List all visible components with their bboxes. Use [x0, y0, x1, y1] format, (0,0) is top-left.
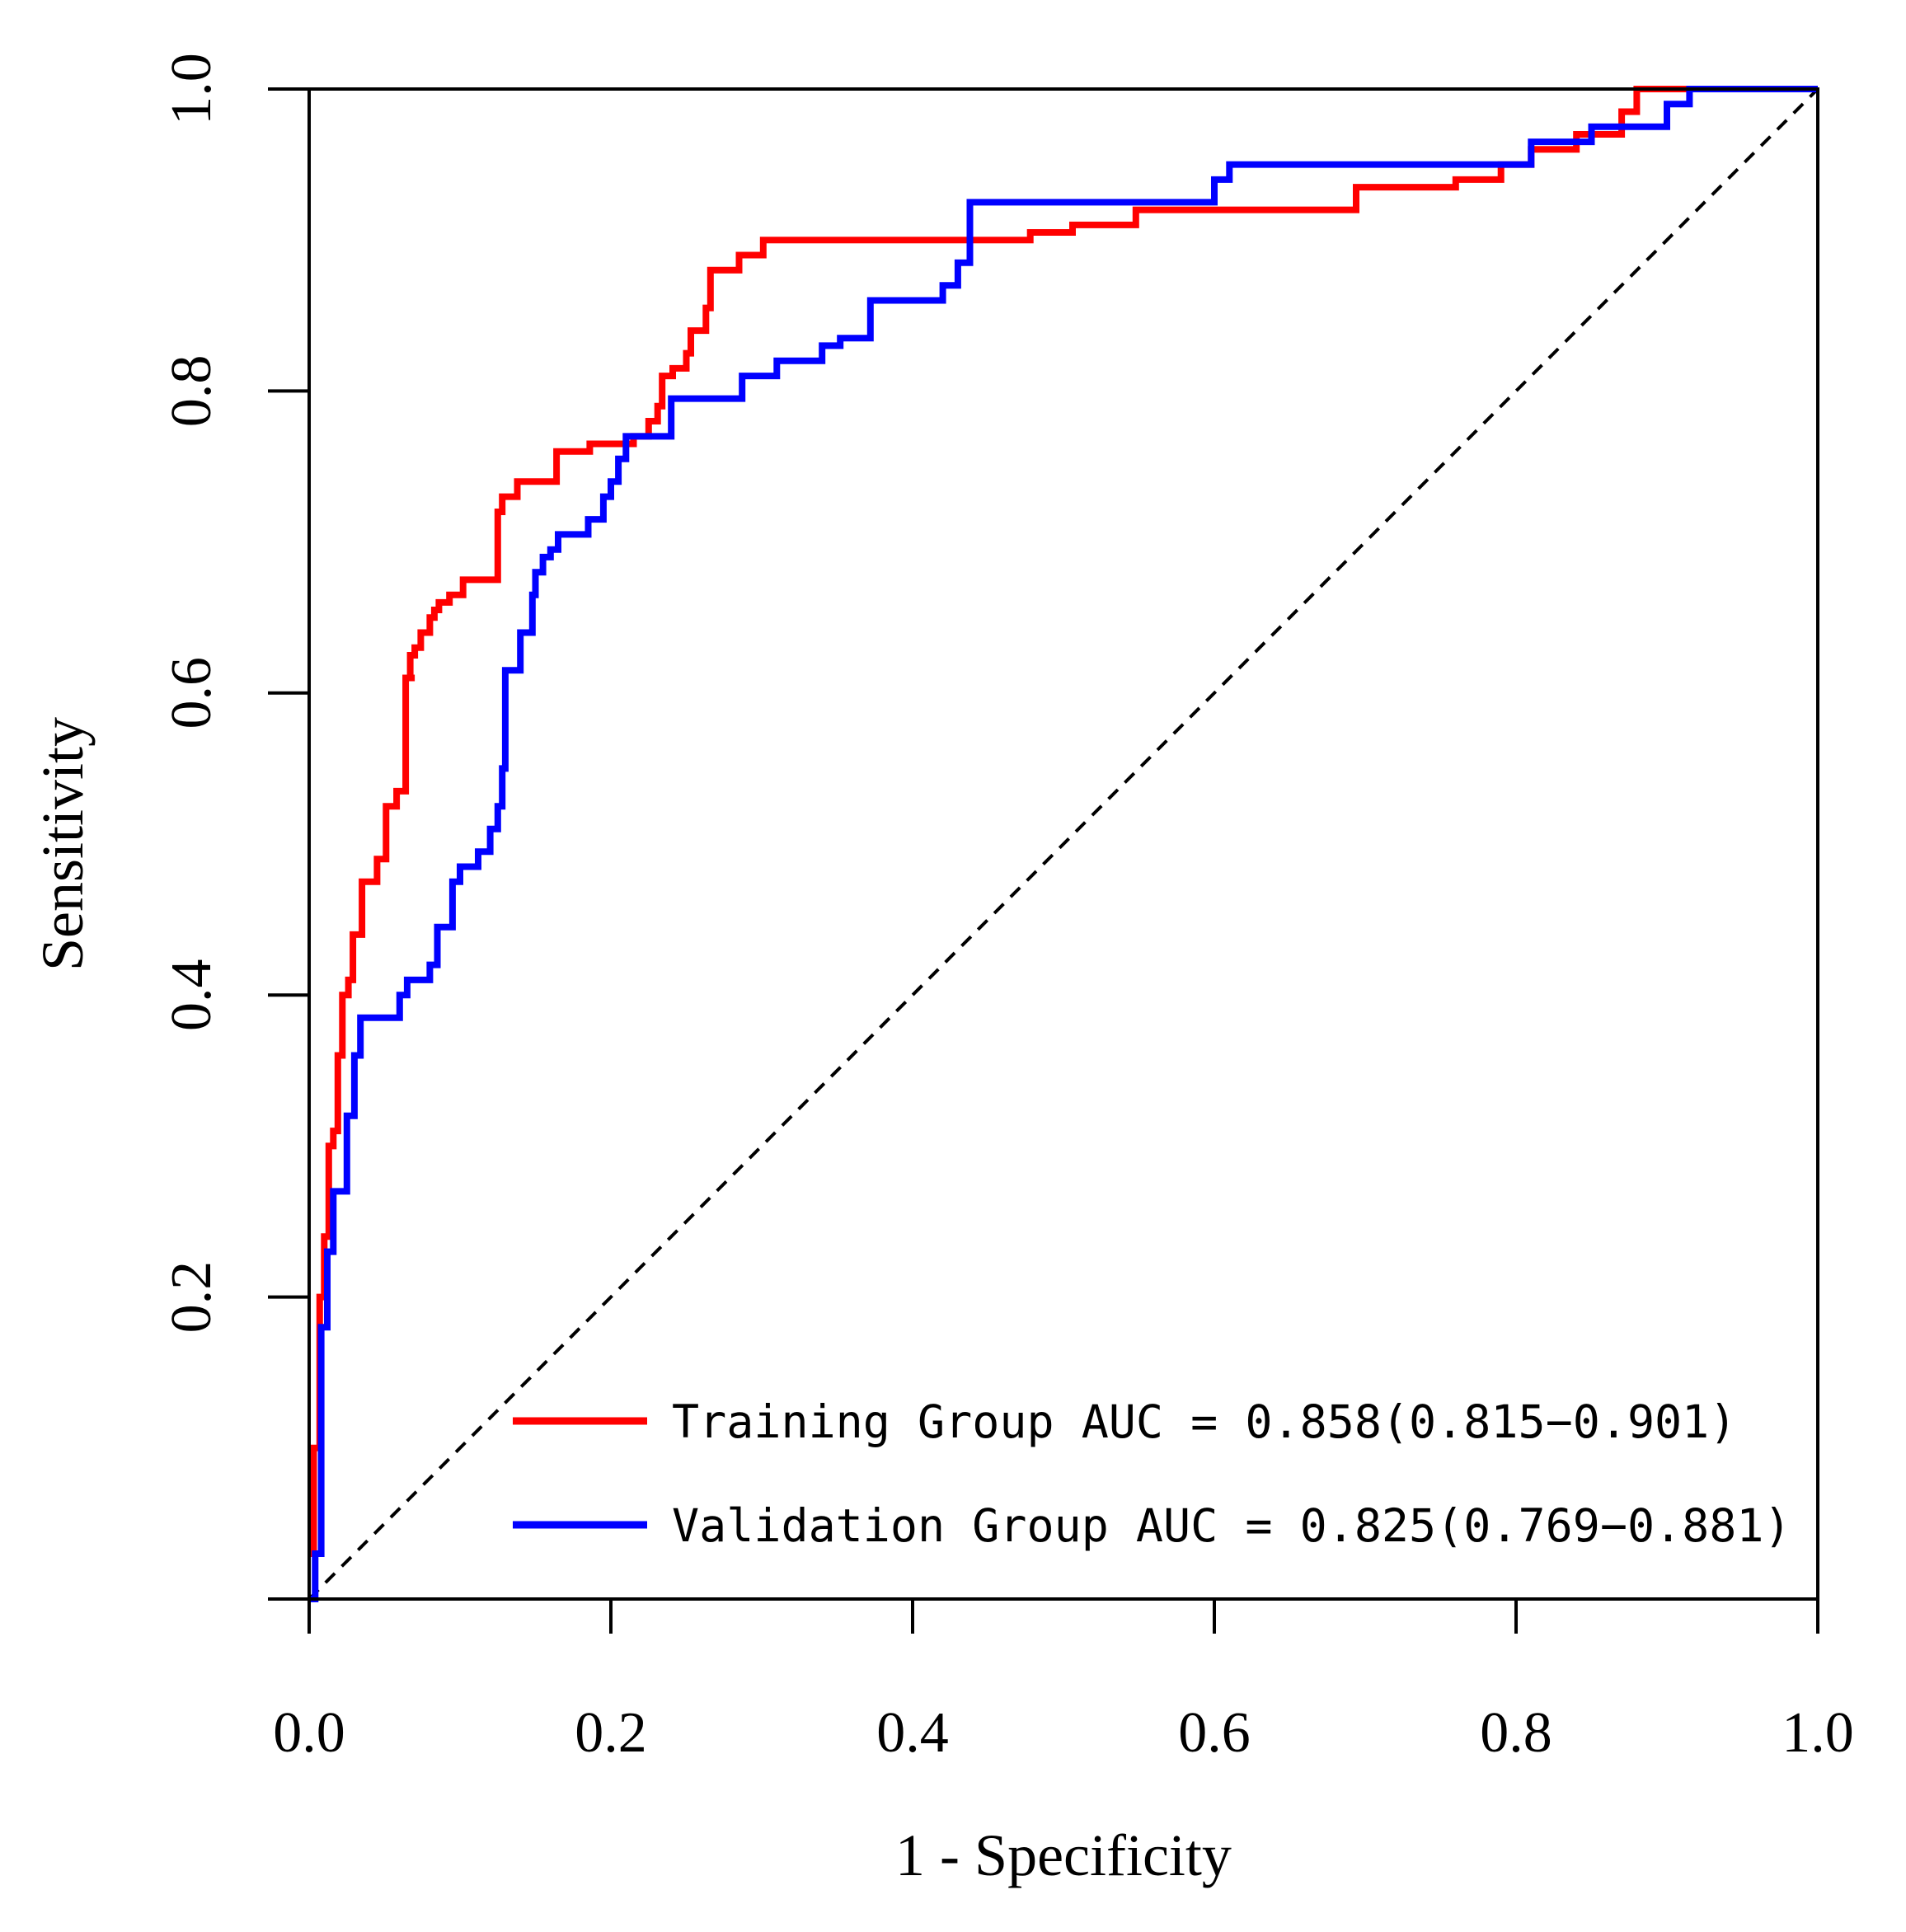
legend-label-validation-group: Validation Group AUC = 0.825(0.769−0.881…: [672, 1499, 1791, 1552]
x-axis-title: 1 - Specificity: [895, 1822, 1232, 1888]
reference-diagonal-line: [307, 87, 1819, 1601]
legend: Training Group AUC = 0.858(0.815−0.901) V…: [513, 1395, 1791, 1552]
y-tick-label: 0.6: [160, 657, 223, 729]
y-tick-label: 0.2: [160, 1261, 223, 1334]
x-tick-label: 0.0: [273, 1701, 345, 1765]
y-tick-label: 0.4: [160, 959, 223, 1031]
y-axis-title: Sensitivity: [30, 717, 96, 971]
x-tick-label: 0.2: [575, 1701, 647, 1765]
reference-layer: [307, 87, 1819, 1601]
y-tick-label: 1.0: [160, 53, 223, 125]
x-tick-label: 1.0: [1782, 1701, 1854, 1765]
roc-curve-training-group: [309, 86, 1818, 1557]
x-tick-label: 0.8: [1480, 1701, 1552, 1765]
x-tick-label: 0.6: [1178, 1701, 1251, 1765]
plot-frame: [307, 87, 1819, 1601]
axes-layer: 0.0 0.2 0.4 0.6 0.8 1.0 0.2 0.4 0.6 0.8 1.0: [160, 53, 1854, 1765]
series-layer: [309, 86, 1818, 1602]
x-tick-label: 0.4: [876, 1701, 949, 1765]
legend-label-training-group: Training Group AUC = 0.858(0.815−0.901): [672, 1395, 1736, 1448]
y-tick-label: 0.8: [160, 355, 223, 428]
roc-curve-validation-group: [309, 86, 1818, 1602]
